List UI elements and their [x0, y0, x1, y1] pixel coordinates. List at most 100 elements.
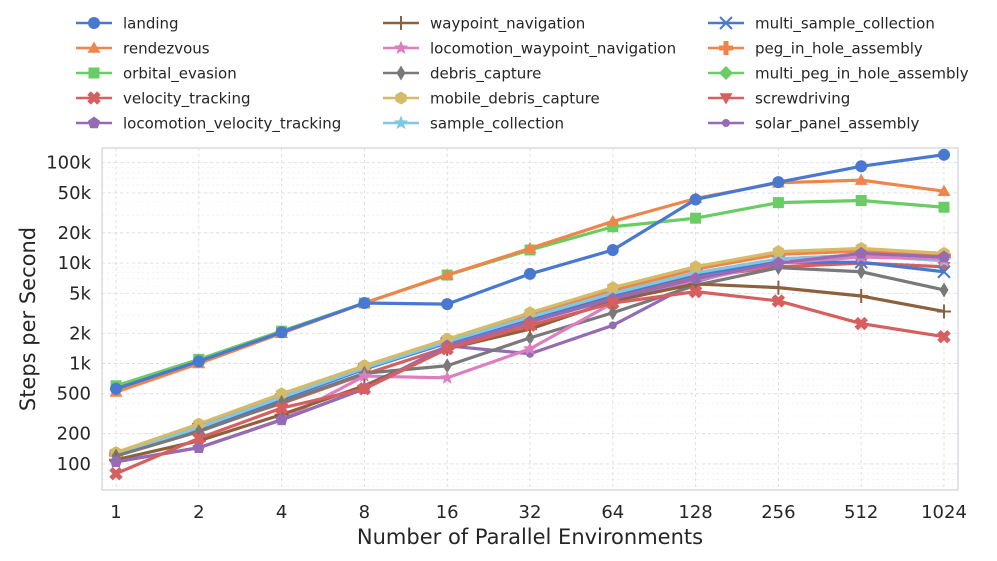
data-point [690, 212, 702, 224]
y-axis-ticks: 100 200 500 1k 2k 5k 10k 20k 50k 100k [46, 153, 91, 475]
legend-label: debris_capture [430, 65, 541, 84]
legend-item-velocity_tracking: velocity_tracking [76, 90, 251, 109]
legend-label: sample_collection [430, 115, 564, 134]
legend-marker [87, 91, 101, 105]
x-tick-label: 128 [678, 502, 712, 523]
data-point [938, 148, 950, 161]
data-point [606, 214, 620, 227]
series-landing [110, 148, 950, 395]
data-point [524, 267, 536, 280]
legend-label: screwdriving [755, 90, 850, 108]
plot-frame [101, 147, 959, 491]
plot-area [101, 147, 959, 491]
data-point [856, 264, 866, 280]
data-point [689, 272, 702, 284]
data-point [606, 296, 620, 310]
data-point [192, 355, 205, 368]
y-axis-title: Steps per Second [16, 227, 40, 411]
data-point [442, 358, 452, 374]
legend-marker [719, 41, 733, 55]
y-tick-label: 5k [69, 283, 91, 304]
data-point [357, 382, 372, 396]
y-tick-label: 1k [69, 354, 91, 375]
legend-label: locomotion_velocity_tracking [123, 115, 341, 134]
y-tick-label: 100k [46, 153, 91, 174]
data-point [110, 382, 122, 395]
data-point [440, 268, 454, 280]
legend-label: locomotion_waypoint_navigation [430, 40, 676, 59]
legend-label: rendezvous [123, 40, 210, 58]
x-tick-label: 512 [844, 502, 878, 523]
data-point [523, 318, 537, 333]
x-tick-label: 16 [436, 502, 459, 523]
legend-label: solar_panel_assembly [755, 115, 919, 134]
data-point [855, 246, 868, 259]
data-point [607, 281, 619, 295]
data-point [193, 417, 205, 431]
data-point [937, 329, 951, 344]
data-point [855, 160, 868, 173]
data-point [357, 368, 372, 383]
legend-item-screwdriving: screwdriving [708, 90, 850, 108]
data-point [275, 387, 288, 401]
x-axis-title: Number of Parallel Environments [357, 525, 703, 549]
x-tick-label: 2 [193, 502, 204, 523]
data-point [275, 413, 288, 426]
data-point [524, 306, 536, 320]
x-tick-label: 1024 [921, 502, 967, 523]
data-point [855, 195, 867, 207]
legend-label: multi_sample_collection [755, 15, 935, 34]
data-point [854, 316, 868, 331]
legend-item-peg_in_hole_assembly: peg_in_hole_assembly [708, 40, 923, 59]
legend-item-waypoint_navigation: waypoint_navigation [383, 15, 585, 34]
legend-item-multi_sample_collection: multi_sample_collection [708, 15, 935, 34]
data-point [939, 282, 949, 298]
legend-marker [88, 17, 100, 29]
x-tick-label: 8 [359, 502, 370, 523]
data-point [937, 250, 951, 263]
data-point [937, 265, 951, 279]
legend-marker [88, 67, 100, 79]
y-tick-label: 20k [58, 223, 92, 244]
legend-item-sample_collection: sample_collection [383, 115, 564, 134]
data-point [688, 284, 703, 299]
data-point [440, 342, 454, 356]
data-point [440, 370, 455, 384]
x-axis-ticks: 1 2 4 8 16 32 64 128 256 512 1024 [110, 502, 967, 523]
x-tick-label: 256 [761, 502, 795, 523]
legend-label: orbital_evasion [123, 65, 237, 84]
data-point [771, 294, 786, 308]
data-point [525, 330, 535, 346]
legend-marker [393, 40, 409, 55]
legend-marker [394, 16, 408, 30]
y-tick-label: 50k [58, 183, 92, 204]
data-point [771, 280, 786, 295]
y-tick-label: 2k [69, 323, 91, 344]
legend-item-multi_peg_in_hole_assembly: multi_peg_in_hole_assembly [708, 65, 969, 84]
data-point [606, 244, 619, 257]
legend-item-orbital_evasion: orbital_evasion [76, 65, 237, 84]
data-point [772, 176, 785, 189]
legend-marker [719, 16, 733, 30]
legend-label: landing [123, 15, 179, 33]
x-tick-label: 32 [519, 502, 542, 523]
x-tick-label: 4 [276, 502, 287, 523]
legend-marker [87, 116, 101, 129]
y-tick-label: 200 [57, 424, 91, 445]
legend-item-locomotion_velocity_tracking: locomotion_velocity_tracking [76, 115, 341, 134]
legend: landing rendezvous orbital_evasion velocity… [76, 15, 969, 134]
data-point [772, 245, 785, 259]
legend-item-landing: landing [76, 15, 179, 33]
data-point [274, 401, 289, 415]
x-tick-label: 1 [110, 502, 121, 523]
legend-marker [719, 93, 733, 105]
data-point [772, 197, 784, 209]
data-point [937, 184, 951, 196]
data-point [608, 305, 618, 321]
data-point [522, 341, 538, 355]
legend-item-rendezvous: rendezvous [76, 40, 210, 58]
x-tick-label: 64 [601, 502, 624, 523]
data-point [523, 241, 537, 254]
data-point [937, 304, 951, 319]
